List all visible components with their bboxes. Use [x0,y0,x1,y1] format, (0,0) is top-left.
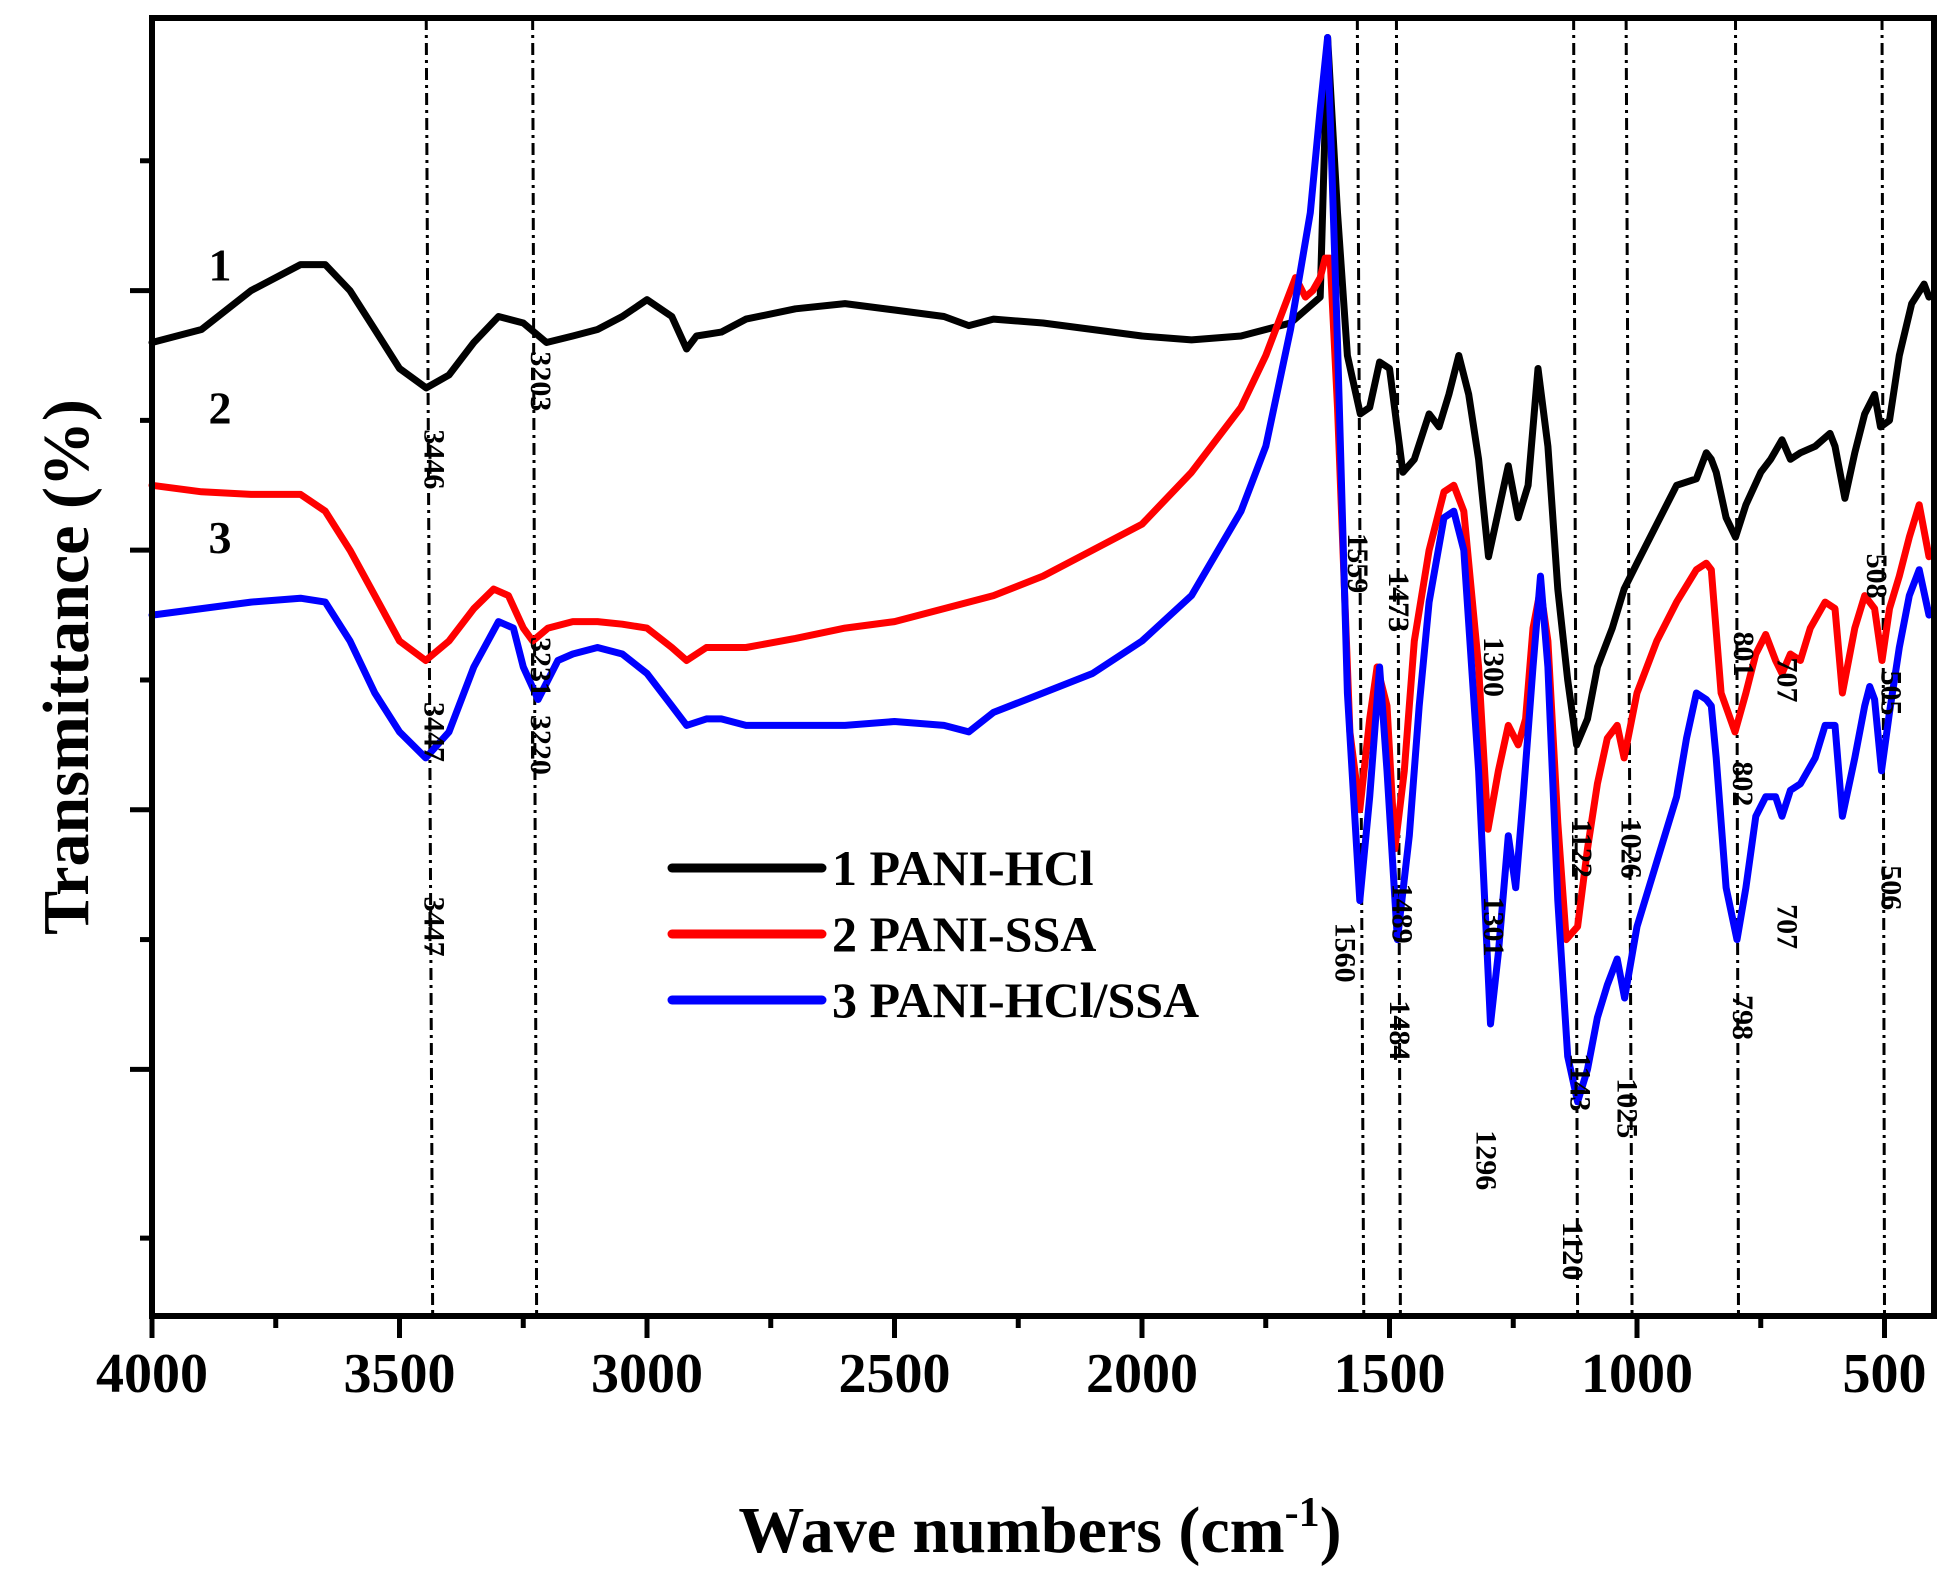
x-tick-label-5: 1500 [1334,1343,1446,1405]
x-tick-label-3: 2500 [839,1343,951,1405]
plot-frame [149,15,1937,1319]
curve-numbers: 1 2 3 [209,240,232,564]
peak-label-12: 1301 [1477,897,1510,957]
series-line-1 [148,34,1933,749]
peak-label-8: 1300 [1477,637,1510,697]
peak-label-9: 1560 [1328,923,1361,983]
peak-label-4: 3447 [418,897,451,957]
reference-lines [424,17,1886,1317]
peak-label-13: 1296 [1469,1130,1502,1190]
reference-line-3 [1394,17,1402,1317]
x-tick-label-1: 3500 [344,1343,456,1405]
reference-line-6 [1734,17,1740,1317]
peak-label-24: 508 [1860,554,1893,599]
peak-label-23: 707 [1771,904,1804,949]
x-tick-label-7: 500 [1843,1343,1927,1405]
peak-label-21: 798 [1726,995,1759,1040]
peak-label-3: 3231 [524,637,557,697]
peak-label-16: 1120 [1556,1222,1589,1280]
reference-line-5 [1624,17,1634,1317]
peak-label-22: 707 [1771,657,1804,702]
legend-label-2: 2 PANI-SSA [832,906,1096,962]
x-tick-label-4: 2000 [1086,1343,1198,1405]
reference-line-0 [424,17,435,1317]
peak-label-14: 1122 [1565,819,1598,877]
peak-label-5: 3220 [524,715,557,775]
peak-label-25: 505 [1874,671,1907,716]
peak-label-6: 1559 [1341,533,1374,593]
series-line-2 [148,254,1933,944]
series-line-3 [148,34,1933,1106]
peak-label-10: 1489 [1385,884,1418,944]
x-axis-label-superscript: -1 [1285,1490,1320,1536]
peak-label-2: 3447 [418,702,451,762]
peak-label-18: 1025 [1611,1078,1644,1138]
peak-label-1: 3203 [524,351,557,411]
legend-label-3: 3 PANI-HCl/SSA [832,972,1199,1028]
y-axis-ticks [130,158,152,1241]
curve-number-3: 3 [209,512,232,563]
x-axis-ticks: 4000 3500 3000 2500 2000 1500 1000 500 [96,1316,1927,1405]
peak-label-26: 506 [1874,865,1907,910]
reference-line-7 [1880,17,1886,1317]
legend-label-1: 1 PANI-HCl [832,840,1094,896]
reference-line-4 [1572,17,1580,1317]
peak-label-11: 1484 [1383,1000,1416,1060]
legend: 1 PANI-HCl 2 PANI-SSA 3 PANI-HCl/SSA [667,840,1199,1028]
curve-number-1: 1 [209,240,232,291]
peak-label-0: 3446 [418,429,451,489]
x-axis-label: Wave numbers (cm-1) [738,1490,1341,1567]
peak-label-19: 801 [1727,632,1760,677]
reference-line-1 [531,17,539,1317]
reference-line-2 [1355,17,1366,1317]
peak-label-20: 802 [1726,761,1759,806]
series-layer [148,34,1933,1106]
x-axis-label-close: ) [1320,1494,1342,1567]
x-tick-label-0: 4000 [96,1343,208,1405]
peak-label-17: 1026 [1615,819,1648,879]
x-axis-label-main: Wave numbers (cm [738,1494,1284,1567]
peak-label-15: 1143 [1564,1053,1597,1111]
x-tick-label-2: 3000 [591,1343,703,1405]
x-tick-label-6: 1000 [1581,1343,1693,1405]
peak-label-7: 1473 [1382,572,1415,632]
curve-number-2: 2 [209,382,232,433]
y-axis-label: Transmittance (%) [30,399,103,935]
